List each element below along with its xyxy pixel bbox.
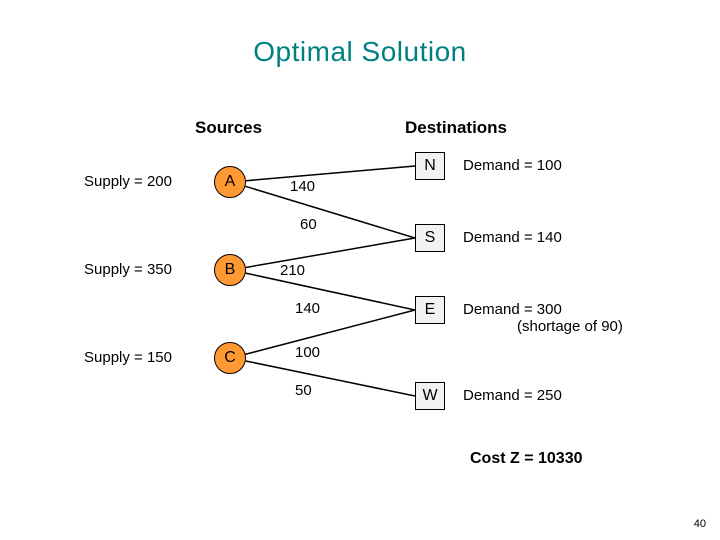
edge-value: 210 <box>280 262 305 279</box>
supply-label: Supply = 200 <box>84 173 172 190</box>
edge-value: 140 <box>290 178 315 195</box>
destination-node-label: E <box>425 301 436 318</box>
edge-value: 100 <box>295 344 320 361</box>
demand-label: Demand = 250 <box>463 387 562 404</box>
supply-label: Supply = 350 <box>84 261 172 278</box>
demand-label: Demand = 140 <box>463 229 562 246</box>
destination-node-label: N <box>424 157 436 174</box>
demand-label: Demand = 300(shortage of 90) <box>463 301 623 335</box>
demand-label-text: Demand = 250 <box>463 387 562 404</box>
sources-header: Sources <box>195 118 262 138</box>
edge-value: 50 <box>295 382 312 399</box>
destination-node: N <box>415 152 445 180</box>
destination-node: E <box>415 296 445 324</box>
destination-node: W <box>415 382 445 410</box>
source-node-label: C <box>224 349 236 366</box>
edge-value: 60 <box>300 216 317 233</box>
source-node: C <box>214 342 246 374</box>
source-node-label: A <box>225 173 236 190</box>
destinations-header: Destinations <box>405 118 507 138</box>
source-node: B <box>214 254 246 286</box>
demand-label-text: Demand = 140 <box>463 229 562 246</box>
demand-label: Demand = 100 <box>463 157 562 174</box>
cost-label: Cost Z = 10330 <box>470 450 583 468</box>
slide-number: 40 <box>694 518 706 530</box>
demand-label-text: Demand = 300 <box>463 301 562 318</box>
source-node-label: B <box>225 261 236 278</box>
page-title: Optimal Solution <box>0 36 720 68</box>
destination-node: S <box>415 224 445 252</box>
supply-label: Supply = 150 <box>84 349 172 366</box>
demand-label-extra: (shortage of 90) <box>463 318 623 335</box>
edge-value: 140 <box>295 300 320 317</box>
demand-label-text: Demand = 100 <box>463 157 562 174</box>
destination-node-label: W <box>422 387 437 404</box>
source-node: A <box>214 166 246 198</box>
destination-node-label: S <box>425 229 436 246</box>
